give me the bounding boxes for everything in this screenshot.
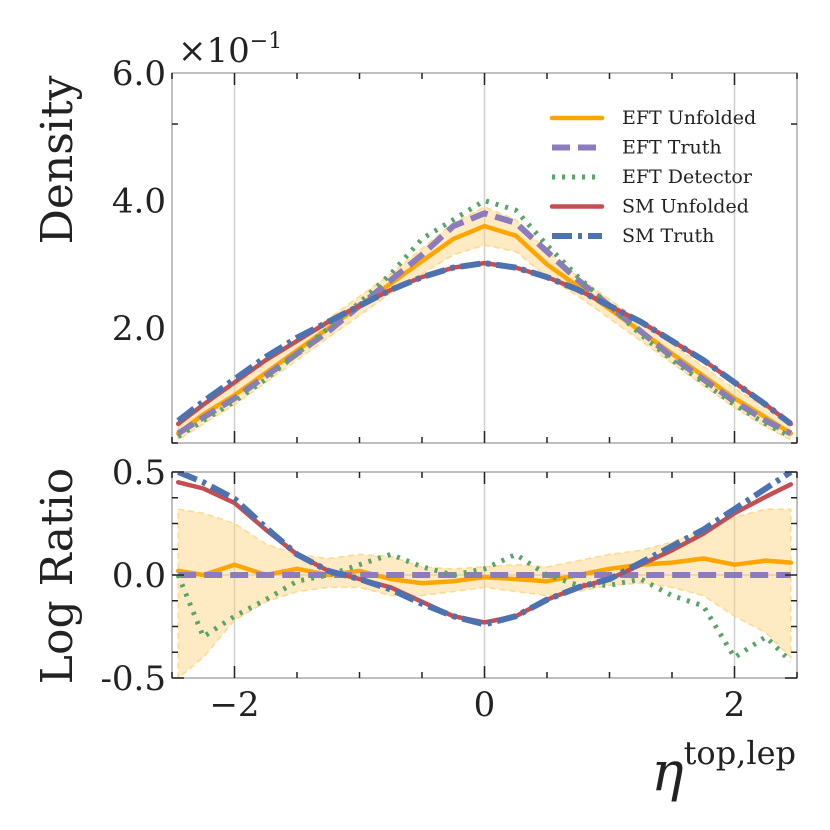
ratio-ytick-labels: -0.5 0.0 0.5	[100, 453, 166, 699]
ratio-series-eft-unfolded	[175, 556, 794, 586]
legend-label: SM Truth	[622, 225, 714, 247]
ratio-panel: -0.5 0.0 0.5 −2 0 2 Log Ratio ηtop,lep	[32, 453, 798, 803]
main-series-eft-truth	[176, 210, 793, 437]
main-ticks	[171, 73, 798, 444]
main-uncertainty-band	[177, 206, 792, 442]
ratio-series-group	[175, 472, 794, 664]
y-tick-label: 0.0	[112, 556, 166, 596]
legend-label: EFT Unfolded	[622, 107, 756, 129]
legend-label: SM Unfolded	[622, 196, 749, 218]
x-tick-label: 0	[474, 685, 496, 725]
x-tick-label: −2	[209, 685, 259, 725]
legend-label: EFT Detector	[622, 166, 753, 188]
legend: EFT Unfolded EFT Truth EFT Detector SM Unfo…	[549, 107, 756, 247]
y-tick-label: 0.5	[112, 453, 166, 493]
ratio-series-sm-truth	[177, 472, 793, 628]
y-tick-label: 2.0	[112, 309, 166, 349]
ratio-plot-area	[175, 472, 794, 678]
ratio-series-eft-detector	[175, 551, 793, 664]
main-plot-area	[175, 198, 794, 442]
main-panel: 2.04.06.0 Density ×10−1 EFT UnfoldedEFT …	[32, 29, 798, 444]
main-series-sm-truth	[176, 260, 793, 427]
main-series-group	[175, 198, 794, 439]
offset-text: ×10−1	[178, 29, 282, 71]
x-axis-label: ηtop,lep	[651, 734, 796, 803]
x-tick-label: 2	[724, 685, 746, 725]
ratio-y-axis-label: Log Ratio	[32, 468, 83, 684]
y-tick-label: -0.5	[100, 659, 166, 699]
y-tick-label: 4.0	[112, 182, 166, 222]
ratio-ticks	[171, 471, 798, 679]
main-ytick-labels: 2.0 4.0 6.0	[112, 54, 166, 349]
y-tick-label: 6.0	[112, 54, 166, 94]
legend-label: EFT Truth	[622, 137, 722, 159]
main-y-axis-label: Density	[32, 75, 83, 244]
ratio-xtick-labels: −2 0 2	[209, 685, 745, 725]
